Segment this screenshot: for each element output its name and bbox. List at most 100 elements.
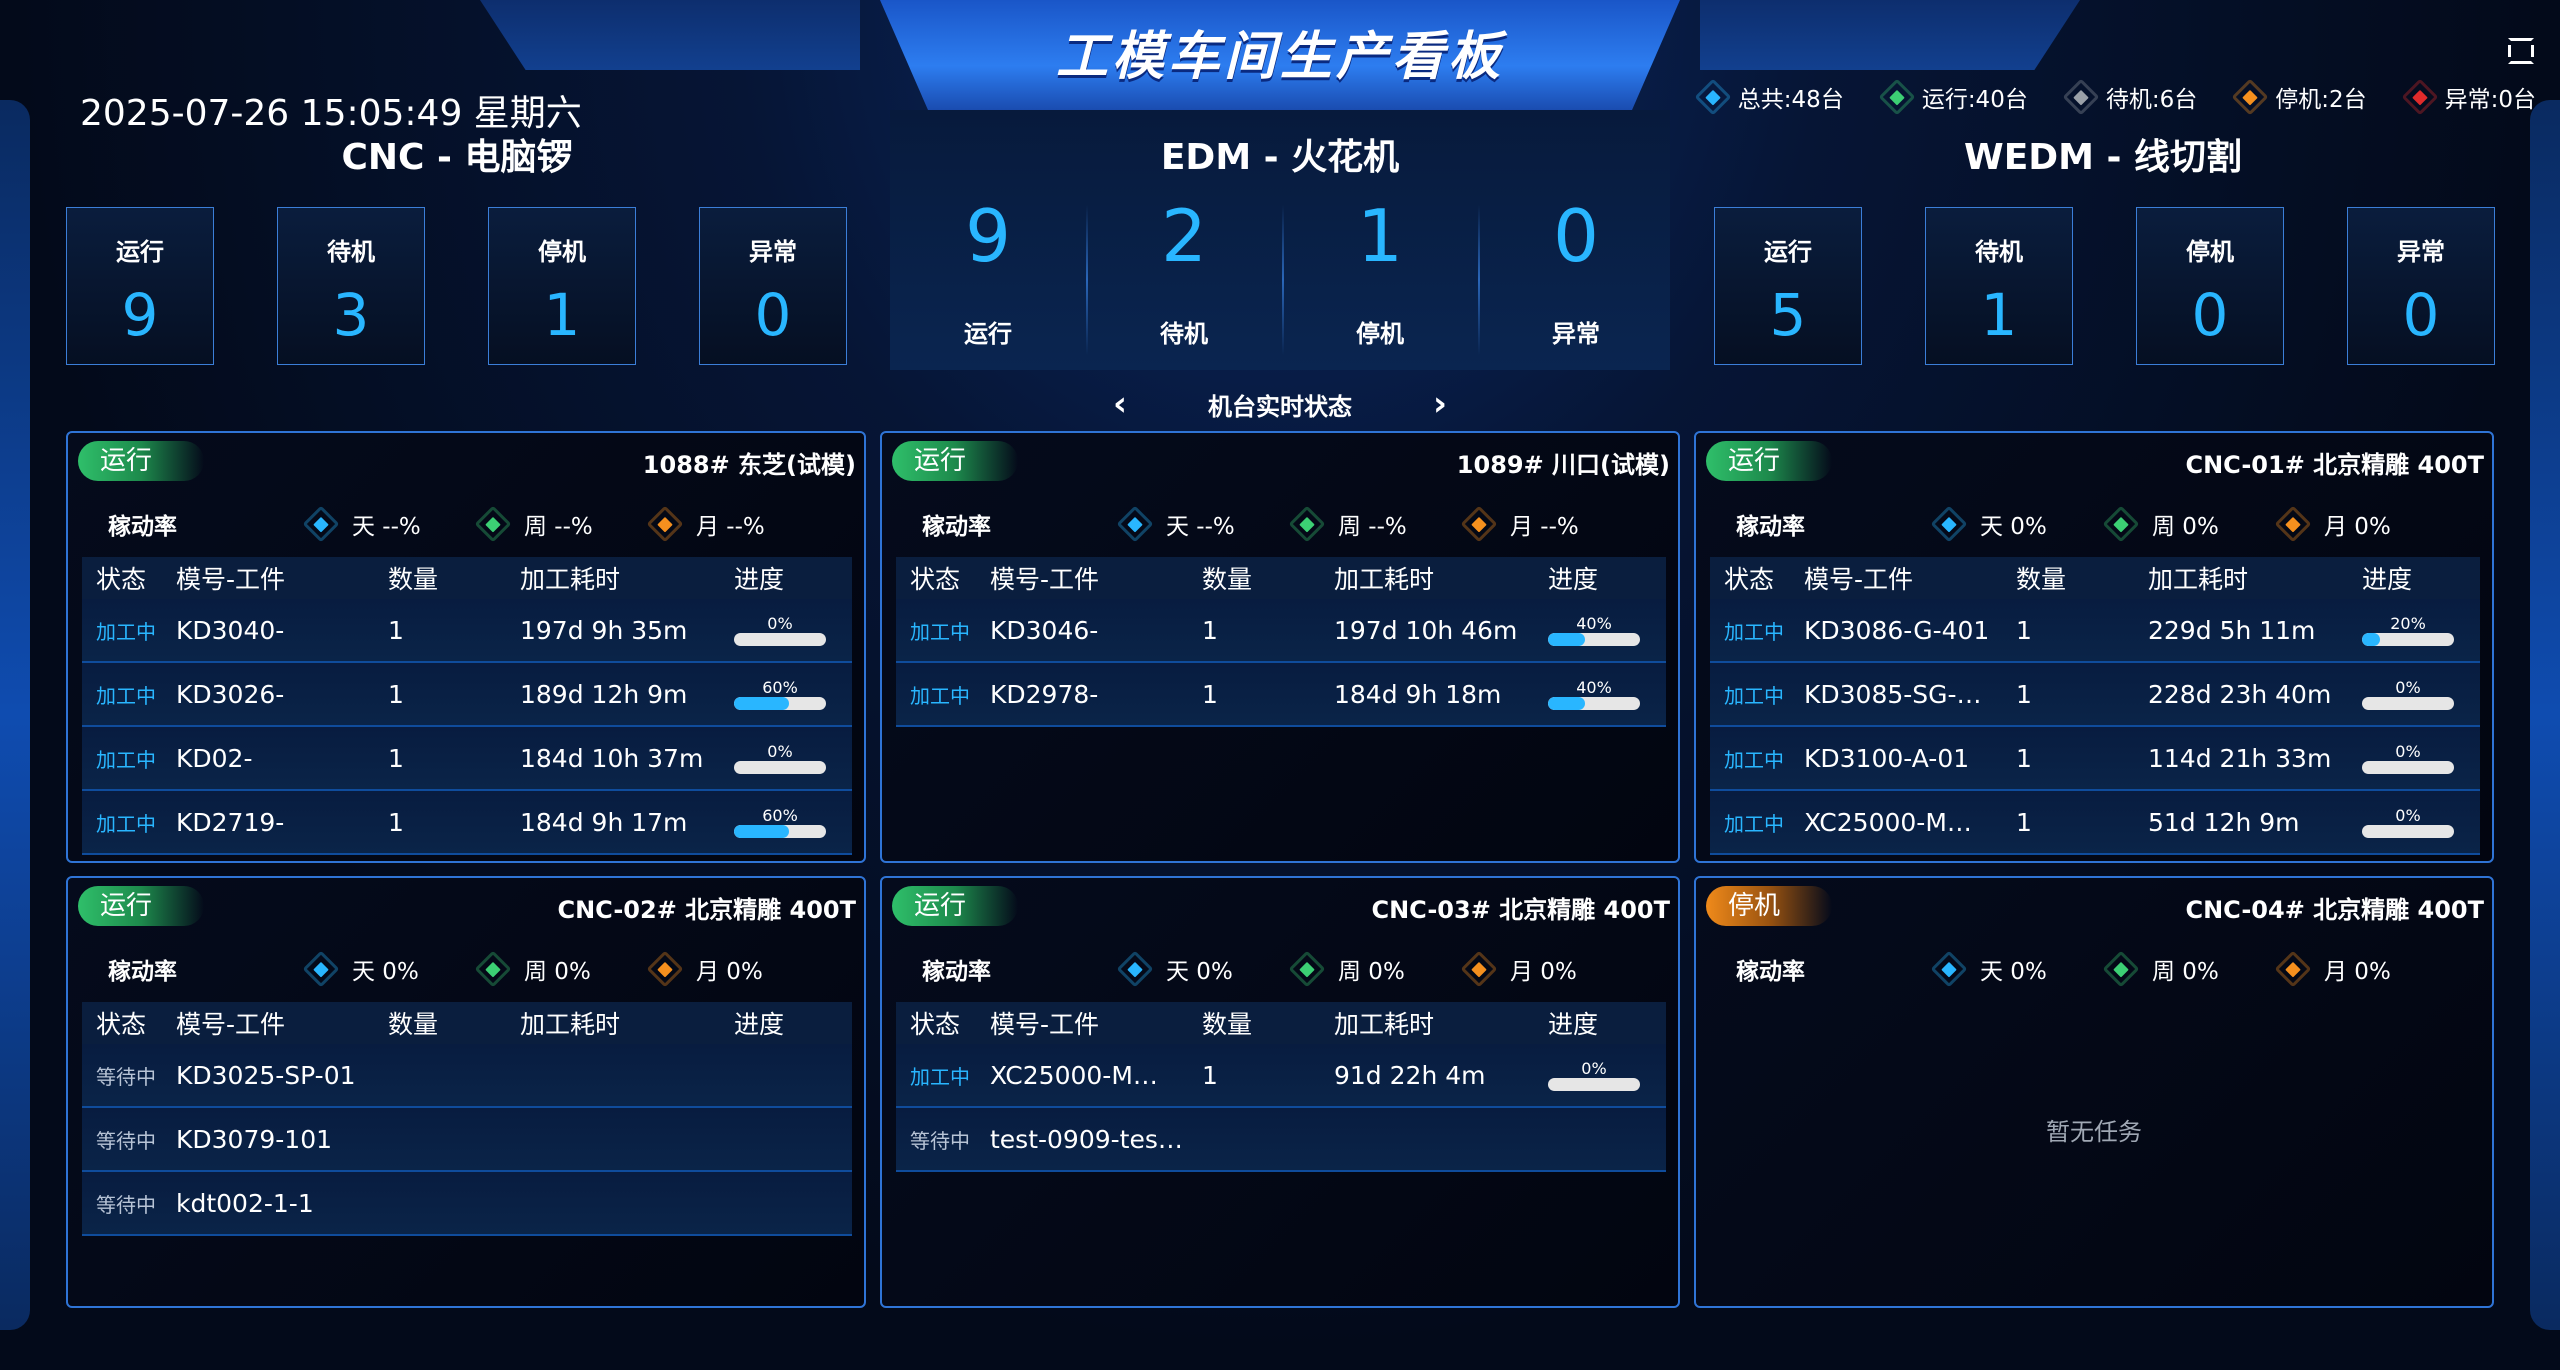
table-row[interactable]: 加工中 KD02- 1 184d 10h 37m 0% bbox=[82, 727, 852, 791]
row-time: 184d 10h 37m bbox=[520, 743, 704, 773]
row-part: test-0909-tes… bbox=[990, 1124, 1183, 1154]
stat-value: 3 bbox=[332, 281, 370, 349]
rate-day-value: 天 0% bbox=[1166, 959, 1233, 985]
table-row[interactable]: 加工中 KD3040- 1 197d 9h 35m 0% bbox=[82, 599, 852, 663]
table-row[interactable]: 加工中 KD3046- 1 197d 10h 46m 40% bbox=[896, 599, 1666, 663]
progress: 0% bbox=[2362, 806, 2462, 838]
utilization-row: 稼动率 天 0% 周 0% 月 0% bbox=[108, 950, 844, 988]
row-qty: 1 bbox=[2016, 615, 2032, 645]
status-badge: 运行 bbox=[78, 886, 204, 926]
header-decoration-right bbox=[1700, 0, 2080, 70]
row-time: 197d 9h 35m bbox=[520, 615, 688, 645]
machine-card[interactable]: 运行 CNC-01# 北京精雕 400T 稼动率 天 0% 周 0% 月 0% 状态… bbox=[1694, 431, 2494, 863]
machine-name: CNC-02# 北京精雕 400T bbox=[557, 896, 856, 924]
column-header: 状态 bbox=[910, 565, 961, 594]
stat-label: 停机 bbox=[2186, 238, 2234, 266]
rate-week-value: 周 --% bbox=[1338, 514, 1407, 540]
rate-label: 稼动率 bbox=[108, 514, 177, 540]
rate-day: 天 0% bbox=[1930, 505, 2108, 543]
row-part: KD3026- bbox=[176, 679, 285, 709]
diamond-icon bbox=[1288, 950, 1326, 988]
machine-status-nav: ‹ 机台实时状态 › bbox=[1100, 384, 1460, 424]
stat-value: 2 bbox=[1161, 194, 1207, 278]
stat-label: 异常 bbox=[1552, 320, 1600, 348]
table-row[interactable]: 等待中 KD3025-SP-01 bbox=[82, 1044, 852, 1108]
progress: 60% bbox=[734, 806, 834, 838]
progress-text: 0% bbox=[2395, 678, 2421, 697]
progress-bar bbox=[734, 633, 826, 646]
row-state: 加工中 bbox=[1724, 747, 1784, 772]
utilization-row: 稼动率 天 0% 周 0% 月 0% bbox=[1736, 950, 2472, 988]
rate-day-value: 天 --% bbox=[352, 514, 421, 540]
table-row[interactable]: 等待中 kdt002-1-1 bbox=[82, 1172, 852, 1236]
next-arrow-icon[interactable]: › bbox=[1432, 384, 1447, 424]
stat-value: 0 bbox=[2191, 281, 2229, 349]
table-row[interactable]: 等待中 test-0909-tes… bbox=[896, 1108, 1666, 1172]
progress-bar bbox=[1548, 1078, 1640, 1091]
diamond-icon bbox=[302, 505, 340, 543]
progress-text: 40% bbox=[1576, 678, 1612, 697]
diamond-icon bbox=[1694, 78, 1732, 116]
stat-box: 停机 0 bbox=[2136, 207, 2284, 365]
row-time: 51d 12h 9m bbox=[2148, 807, 2300, 837]
progress: 0% bbox=[2362, 742, 2462, 774]
machine-card[interactable]: 停机 CNC-04# 北京精雕 400T 稼动率 天 0% 周 0% 月 0% 暂无… bbox=[1694, 876, 2494, 1308]
diamond-icon bbox=[2231, 78, 2269, 116]
row-state: 加工中 bbox=[910, 1064, 970, 1089]
diamond-icon bbox=[1878, 78, 1916, 116]
progress-fill bbox=[1548, 633, 1585, 646]
legend-label: 停机:2台 bbox=[2275, 87, 2367, 113]
table-row[interactable]: 加工中 XC25000-M… 1 91d 22h 4m 0% bbox=[896, 1044, 1666, 1108]
rate-week-value: 周 0% bbox=[1338, 959, 1405, 985]
machine-card[interactable]: 运行 1088# 东芝(试模) 稼动率 天 --% 周 --% 月 --% 状态 模号… bbox=[66, 431, 866, 863]
progress-text: 0% bbox=[767, 742, 793, 761]
group-title: WEDM - 线切割 bbox=[1963, 137, 2243, 178]
table-row[interactable]: 加工中 KD3086-G-401 1 229d 5h 11m 20% bbox=[1710, 599, 2480, 663]
stat-box: 停机 1 bbox=[488, 207, 636, 365]
rate-label: 稼动率 bbox=[1736, 959, 1805, 985]
row-part: KD3040- bbox=[176, 615, 285, 645]
row-part: XC25000-M… bbox=[990, 1060, 1158, 1090]
row-state: 加工中 bbox=[910, 683, 970, 708]
machine-card[interactable]: 运行 CNC-02# 北京精雕 400T 稼动率 天 0% 周 0% 月 0% 状态… bbox=[66, 876, 866, 1308]
status-badge: 运行 bbox=[892, 441, 1018, 481]
diamond-icon bbox=[302, 950, 340, 988]
stat-label: 异常 bbox=[749, 238, 797, 266]
row-part: KD3046- bbox=[990, 615, 1099, 645]
table-row[interactable]: 加工中 KD2978- 1 184d 9h 18m 40% bbox=[896, 663, 1666, 727]
progress-text: 40% bbox=[1576, 614, 1612, 633]
progress-bar bbox=[734, 697, 826, 710]
legend-label: 异常:0台 bbox=[2444, 87, 2536, 113]
edm-stat: 9 运行 bbox=[890, 200, 1086, 349]
table-row[interactable]: 加工中 KD3085-SG-… 1 228d 23h 40m 0% bbox=[1710, 663, 2480, 727]
prev-arrow-icon[interactable]: ‹ bbox=[1112, 384, 1127, 424]
row-state: 等待中 bbox=[96, 1128, 156, 1153]
stat-label: 待机 bbox=[1160, 320, 1208, 348]
row-time: 228d 23h 40m bbox=[2148, 679, 2332, 709]
table-row[interactable]: 加工中 KD3100-A-01 1 114d 21h 33m 0% bbox=[1710, 727, 2480, 791]
rate-week-value: 周 0% bbox=[524, 959, 591, 985]
row-time: 91d 22h 4m bbox=[1334, 1060, 1486, 1090]
row-part: KD02- bbox=[176, 743, 253, 773]
row-qty: 1 bbox=[1202, 615, 1218, 645]
row-state: 加工中 bbox=[1724, 619, 1784, 644]
row-qty: 1 bbox=[2016, 807, 2032, 837]
table-row[interactable]: 加工中 XC25000-M… 1 51d 12h 9m 0% bbox=[1710, 791, 2480, 855]
progress-bar bbox=[734, 825, 826, 838]
row-time: 114d 21h 33m bbox=[2148, 743, 2332, 773]
table-row[interactable]: 加工中 KD2719- 1 184d 9h 17m 60% bbox=[82, 791, 852, 855]
fullscreen-icon[interactable] bbox=[2508, 38, 2534, 64]
task-table: 状态 模号-工件 数量 加工耗时 进度 加工中 KD3086-G-401 1 229d … bbox=[1710, 557, 2480, 855]
machine-card[interactable]: 运行 1089# 川口(试模) 稼动率 天 --% 周 --% 月 --% 状态 模号… bbox=[880, 431, 1680, 863]
stat-label: 运行 bbox=[1764, 238, 1812, 266]
divider bbox=[1282, 205, 1284, 355]
stat-value: 9 bbox=[121, 281, 159, 349]
table-row[interactable]: 加工中 KD3026- 1 189d 12h 9m 60% bbox=[82, 663, 852, 727]
rate-day: 天 --% bbox=[302, 505, 480, 543]
machine-card[interactable]: 运行 CNC-03# 北京精雕 400T 稼动率 天 0% 周 0% 月 0% 状态… bbox=[880, 876, 1680, 1308]
progress-bar bbox=[2362, 697, 2454, 710]
stat-value: 1 bbox=[1980, 281, 2018, 349]
table-row[interactable]: 等待中 KD3079-101 bbox=[82, 1108, 852, 1172]
progress-text: 60% bbox=[762, 678, 798, 697]
rate-month-value: 月 0% bbox=[2324, 514, 2391, 540]
